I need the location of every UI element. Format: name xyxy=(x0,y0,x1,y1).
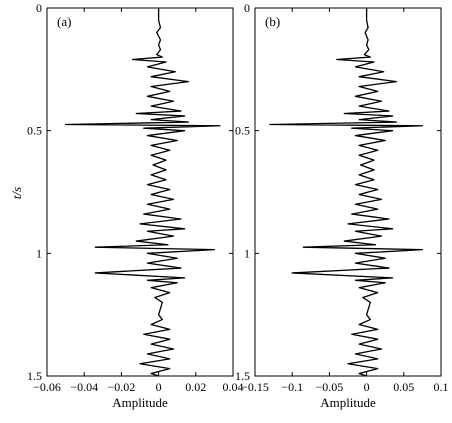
x-tick-label: −0.05 xyxy=(316,380,344,394)
panel-label: (b) xyxy=(265,14,280,29)
x-tick-label: 0.02 xyxy=(185,380,206,394)
panel-label: (a) xyxy=(57,14,71,29)
y-tick-label: 0.5 xyxy=(235,124,250,138)
x-tick-label: −0.02 xyxy=(108,380,136,394)
x-tick-label: 0.04 xyxy=(223,380,244,394)
x-axis-label: Amplitude xyxy=(320,395,376,410)
y-axis-label: t/s xyxy=(9,187,24,199)
plot-frame xyxy=(254,7,442,377)
x-tick-label: 0.05 xyxy=(393,380,414,394)
x-tick-label: 0.1 xyxy=(434,380,449,394)
x-tick-label: 0 xyxy=(364,380,370,394)
y-tick-label: 0 xyxy=(244,1,250,15)
panel-a: −0.06 −0.04 −0.02 0 0.02 0.04 0 0.5 1 1.5 (a) Ampli… xyxy=(27,1,244,410)
y-tick-label: 1 xyxy=(36,246,42,260)
y-tick-label: 1.5 xyxy=(235,369,250,383)
x-tick-label: −0.1 xyxy=(281,380,303,394)
x-tick-label: −0.15 xyxy=(241,380,269,394)
x-tick-label: 0 xyxy=(156,380,162,394)
y-tick-label: 1 xyxy=(244,246,250,260)
x-tick-label: −0.04 xyxy=(70,380,98,394)
series-line xyxy=(64,8,221,377)
x-axis-label: Amplitude xyxy=(112,395,168,410)
y-tick-label: 1.5 xyxy=(27,369,42,383)
series-line xyxy=(269,8,424,377)
x-tick-label: −0.06 xyxy=(33,380,61,394)
panel-b: −0.15 −0.1 −0.05 0 0.05 0.1 0 0.5 1 1.5 (b) Amplitu… xyxy=(235,1,449,410)
plot-frame xyxy=(46,7,234,377)
y-tick-label: 0 xyxy=(36,1,42,15)
y-tick-label: 0.5 xyxy=(27,124,42,138)
